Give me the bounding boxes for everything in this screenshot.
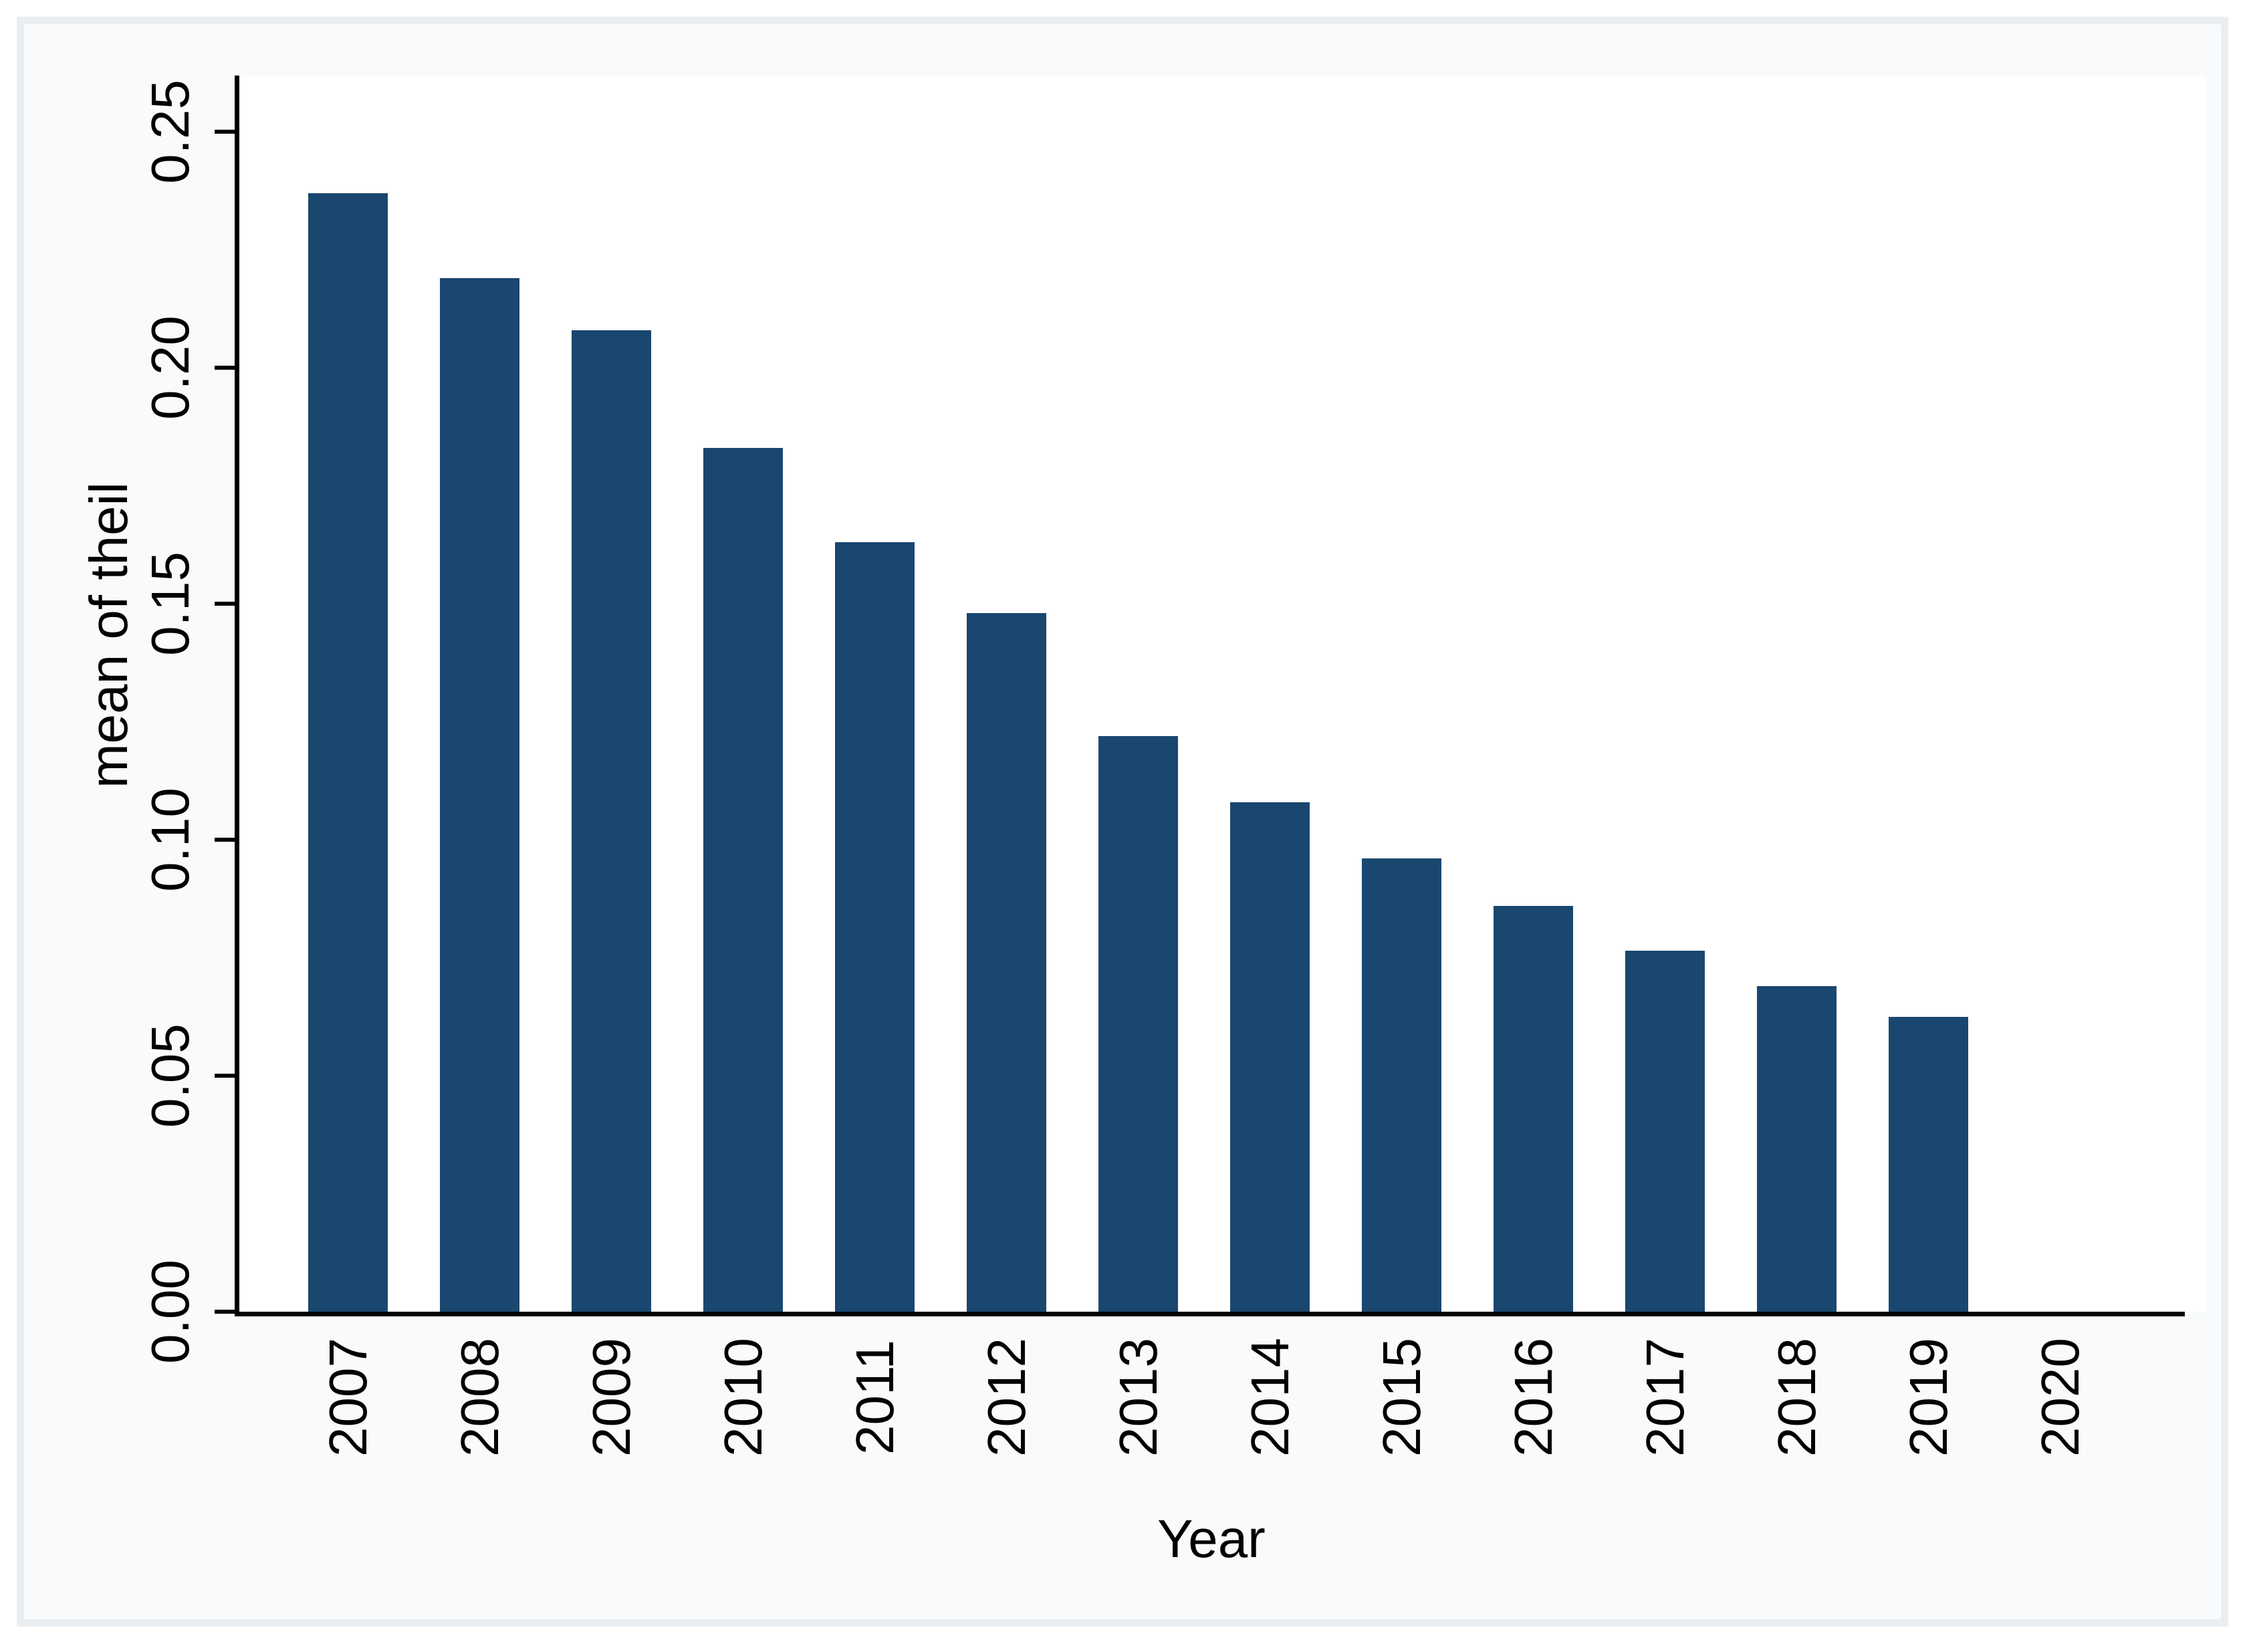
y-tick-mark-0.20 [215, 366, 235, 370]
plot-area [237, 76, 2206, 1312]
bar-2015 [1362, 858, 1441, 1312]
bar-2008 [440, 278, 519, 1312]
bar-2010 [703, 448, 783, 1312]
bar-2016 [1494, 906, 1573, 1312]
y-axis-title: mean of theil [79, 481, 138, 789]
y-tick-label-0.20: 0.20 [140, 316, 200, 420]
y-tick-mark-0.15 [215, 602, 235, 606]
x-tick-label-2011: 2011 [844, 1339, 905, 1455]
bar-2019 [1889, 1017, 1968, 1312]
y-tick-label-0.10: 0.10 [140, 788, 200, 892]
bar-2013 [1098, 736, 1178, 1312]
x-tick-label-2019: 2019 [1898, 1338, 1958, 1457]
x-tick-label-2020: 2020 [2030, 1338, 2090, 1457]
y-tick-mark-0.10 [215, 838, 235, 842]
y-tick-label-0.05: 0.05 [140, 1024, 200, 1128]
bar-2014 [1230, 802, 1310, 1312]
bar-2007 [308, 193, 388, 1312]
y-tick-mark-0.25 [215, 130, 235, 134]
x-tick-label-2007: 2007 [318, 1338, 378, 1457]
x-tick-label-2017: 2017 [1635, 1338, 1695, 1457]
y-axis-line [235, 76, 239, 1316]
y-tick-label-0.00: 0.00 [140, 1260, 200, 1364]
bar-2018 [1757, 986, 1837, 1312]
x-tick-label-2008: 2008 [449, 1338, 509, 1457]
x-tick-label-2014: 2014 [1239, 1338, 1300, 1457]
x-tick-label-2010: 2010 [713, 1338, 773, 1457]
x-tick-label-2015: 2015 [1371, 1338, 1431, 1457]
y-tick-label-0.15: 0.15 [140, 552, 200, 656]
x-tick-label-2013: 2013 [1108, 1338, 1168, 1457]
x-tick-label-2009: 2009 [581, 1338, 641, 1457]
x-axis-title: Year [1157, 1509, 1266, 1568]
bar-2009 [572, 330, 651, 1312]
y-tick-mark-0.00 [215, 1310, 235, 1314]
x-tick-label-2018: 2018 [1766, 1338, 1826, 1457]
bar-2012 [967, 613, 1046, 1312]
x-tick-label-2016: 2016 [1503, 1338, 1563, 1457]
y-tick-mark-0.05 [215, 1074, 235, 1078]
bar-2011 [835, 542, 915, 1312]
x-tick-label-2012: 2012 [976, 1338, 1036, 1457]
bar-2017 [1625, 951, 1705, 1312]
x-axis-line [235, 1312, 2185, 1316]
y-tick-label-0.25: 0.25 [140, 80, 200, 184]
